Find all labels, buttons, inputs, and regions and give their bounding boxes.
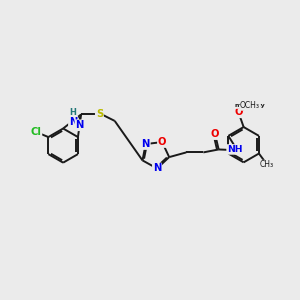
Text: O: O	[211, 129, 219, 139]
Text: methoxy: methoxy	[234, 103, 265, 108]
Text: N: N	[153, 164, 161, 173]
Text: Cl: Cl	[31, 127, 41, 137]
Text: CH₃: CH₃	[260, 160, 274, 169]
Text: O: O	[234, 107, 243, 117]
Text: OCH₃: OCH₃	[240, 101, 260, 110]
Text: N: N	[142, 139, 150, 149]
Text: NH: NH	[227, 145, 243, 154]
Text: N: N	[69, 117, 77, 127]
Text: H: H	[69, 108, 76, 117]
Text: O: O	[158, 137, 167, 147]
Text: S: S	[96, 110, 103, 119]
Text: N: N	[75, 120, 84, 130]
